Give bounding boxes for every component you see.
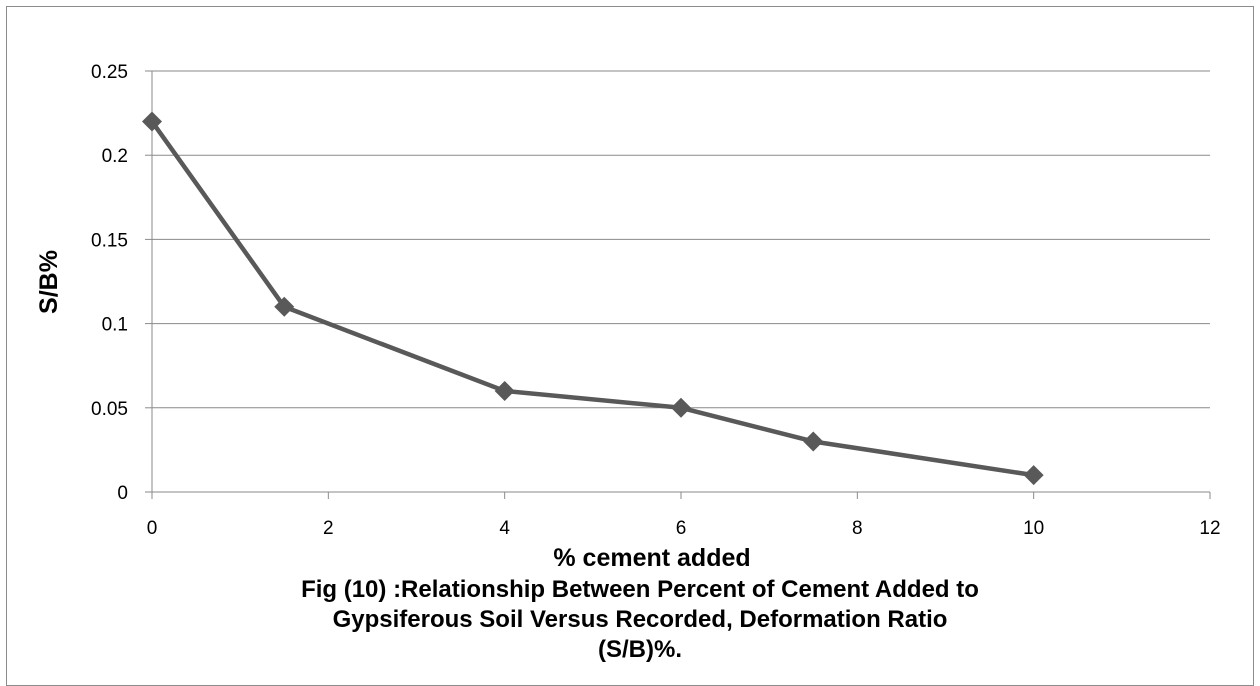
x-tick-label: 8: [852, 518, 863, 539]
y-tick-label: 0.15: [91, 230, 128, 251]
y-tick-label: 0.25: [91, 62, 128, 83]
figure-caption: Fig (10) :Relationship Between Percent o…: [140, 575, 1140, 665]
data-point-marker: [803, 431, 824, 452]
axes: [145, 70, 1211, 499]
data-point-marker: [274, 296, 295, 317]
y-tick-label: 0.05: [91, 399, 128, 420]
y-tick-label: 0.1: [102, 315, 128, 336]
x-tick-label: 2: [323, 518, 334, 539]
x-tick-label: 12: [1199, 518, 1220, 539]
caption-line-2: Gypsiferous Soil Versus Recorded, Deform…: [332, 606, 948, 633]
x-tick-labels: 0 2 4 6 8 10 12: [147, 518, 1221, 539]
caption-line-1: Fig (10) :Relationship Between Percent o…: [301, 576, 979, 603]
x-tick-label: 10: [1023, 518, 1044, 539]
y-axis-label: S/B%: [35, 250, 63, 314]
data-point-marker: [1023, 465, 1044, 486]
x-tick-label: 0: [147, 518, 158, 539]
series: [142, 111, 1044, 486]
data-point-marker: [142, 111, 162, 132]
x-tick-label: 6: [676, 518, 687, 539]
y-tick-label: 0.2: [102, 146, 128, 167]
x-tick-label: 4: [499, 518, 510, 539]
data-point-marker: [494, 380, 515, 401]
y-tick-labels: 0 0.05 0.1 0.15 0.2 0.25: [91, 62, 128, 504]
data-point-marker: [671, 397, 691, 418]
caption-line-3: (S/B)%.: [598, 636, 682, 663]
y-tick-label: 0: [117, 483, 128, 504]
series-line: [150, 120, 1035, 478]
gridlines: [152, 70, 1210, 409]
x-axis-label: % cement added: [553, 544, 750, 572]
